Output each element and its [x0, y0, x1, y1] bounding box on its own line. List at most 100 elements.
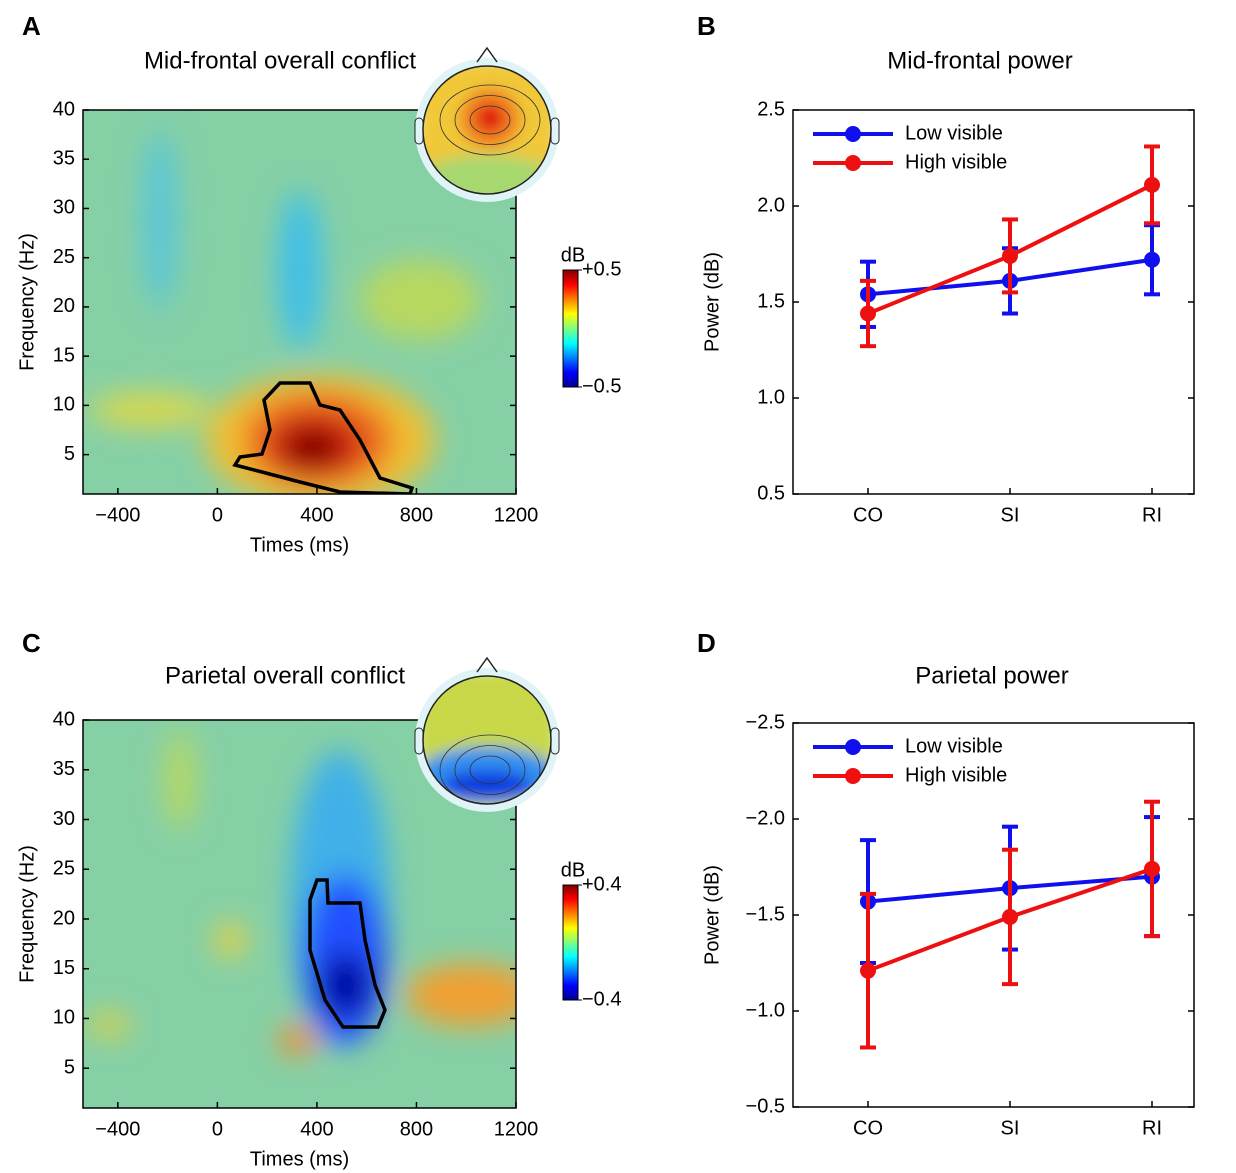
head-contour — [454, 745, 526, 795]
head-low — [442, 770, 532, 800]
head-outline — [422, 65, 552, 195]
y-tick-label: −2.5 — [746, 711, 785, 733]
y-tick-label: 1.0 — [757, 386, 785, 408]
heat-blob — [360, 260, 480, 340]
heat-blob — [90, 392, 210, 428]
legend-marker — [845, 739, 861, 755]
heat-blob — [278, 1025, 318, 1055]
y-tick-label: −1.0 — [746, 999, 785, 1021]
colorbar-label: dB — [561, 859, 585, 881]
legend-label: Low visible — [905, 735, 1003, 757]
heatmap-image — [83, 720, 516, 1108]
y-tick-label: 1.5 — [757, 290, 785, 312]
x-tick-label: 400 — [300, 1118, 333, 1140]
y-tick-label: 10 — [53, 1007, 75, 1029]
heat-blob — [278, 190, 322, 350]
x-tick-label: CO — [853, 1117, 883, 1139]
data-point — [860, 962, 876, 979]
x-tick-label: 0 — [212, 1118, 223, 1140]
x-tick-label: SI — [1001, 1117, 1020, 1139]
heat-blob — [215, 922, 245, 958]
y-tick-label: 2.5 — [757, 98, 785, 120]
y-axis-label: Frequency (Hz) — [16, 233, 38, 371]
head-field — [423, 676, 551, 804]
legend-marker — [845, 155, 861, 171]
colorbar-tick-label: +0.4 — [582, 873, 621, 895]
panel-letter: C — [22, 628, 41, 658]
heat-blob — [405, 963, 516, 1027]
x-tick-label: CO — [853, 504, 883, 526]
y-tick-label: −2.0 — [746, 807, 785, 829]
x-axis-label: Times (ms) — [250, 1148, 349, 1170]
y-tick-label: 40 — [53, 708, 75, 730]
y-tick-label: 2.0 — [757, 194, 785, 216]
legend-marker — [845, 126, 861, 142]
data-point — [1144, 176, 1160, 193]
y-tick-label: 25 — [53, 858, 75, 880]
y-tick-label: 5 — [64, 1056, 75, 1078]
head-peak — [476, 104, 504, 132]
chart-title: Mid-frontal power — [887, 47, 1072, 74]
x-tick-label: RI — [1142, 504, 1162, 526]
y-axis-label: Power (dB) — [701, 252, 723, 352]
head-nose — [476, 46, 498, 63]
y-tick-label: 5 — [64, 443, 75, 465]
head-contour — [439, 84, 541, 156]
x-tick-label: RI — [1142, 1117, 1162, 1139]
data-point — [1144, 860, 1160, 877]
x-tick-label: 800 — [400, 1118, 433, 1140]
topomap — [414, 656, 560, 812]
y-tick-label: 35 — [53, 148, 75, 170]
data-point — [860, 305, 876, 322]
panel-letter: D — [697, 628, 716, 658]
x-tick-label: −400 — [95, 1118, 140, 1140]
x-tick-label: 1200 — [494, 1118, 539, 1140]
legend-marker — [845, 768, 861, 784]
head-contour — [454, 95, 526, 145]
y-tick-label: 30 — [53, 808, 75, 830]
y-tick-label: 35 — [53, 758, 75, 780]
data-point — [1002, 908, 1018, 925]
y-tick-label: 15 — [53, 957, 75, 979]
y-tick-label: 20 — [53, 295, 75, 317]
y-tick-label: −0.5 — [746, 1095, 785, 1117]
cluster-contour — [308, 878, 387, 1029]
x-axis-label: Times (ms) — [250, 534, 349, 556]
y-axis-label: Power (dB) — [701, 865, 723, 965]
y-tick-label: 15 — [53, 344, 75, 366]
x-tick-label: 400 — [300, 504, 333, 526]
colorbar-tick-label: −0.4 — [582, 988, 621, 1010]
panel-letter: A — [22, 11, 41, 41]
heat-blob — [284, 428, 340, 468]
head-contour — [469, 755, 511, 785]
heat-blob — [165, 730, 195, 830]
colorbar-tick-label: +0.5 — [582, 258, 621, 280]
y-tick-label: −1.5 — [746, 903, 785, 925]
y-tick-label: 0.5 — [757, 482, 785, 504]
cluster-contour — [232, 381, 415, 494]
panel-letter: B — [697, 11, 716, 41]
heat-blob — [142, 130, 178, 310]
chart-title: Mid-frontal overall conflict — [144, 47, 416, 74]
y-tick-label: 25 — [53, 246, 75, 268]
y-axis-label: Frequency (Hz) — [16, 845, 38, 983]
y-tick-label: 40 — [53, 98, 75, 120]
plot-frame — [82, 719, 517, 1109]
topomap — [414, 46, 560, 202]
head-outline — [422, 675, 552, 805]
y-tick-label: 30 — [53, 197, 75, 219]
legend-label: High visible — [905, 151, 1007, 173]
x-tick-label: −400 — [95, 504, 140, 526]
head-contour — [439, 734, 541, 804]
colorbar — [562, 269, 579, 388]
chart-title: Parietal overall conflict — [165, 662, 405, 689]
head-field-blur — [423, 676, 551, 804]
colorbar-label: dB — [561, 244, 585, 266]
data-point — [1002, 247, 1018, 264]
colorbar-tick-label: −0.5 — [582, 375, 621, 397]
head-nose — [476, 656, 498, 673]
x-tick-label: 0 — [212, 504, 223, 526]
plot-frame — [82, 109, 517, 495]
colorbar — [562, 884, 579, 1001]
